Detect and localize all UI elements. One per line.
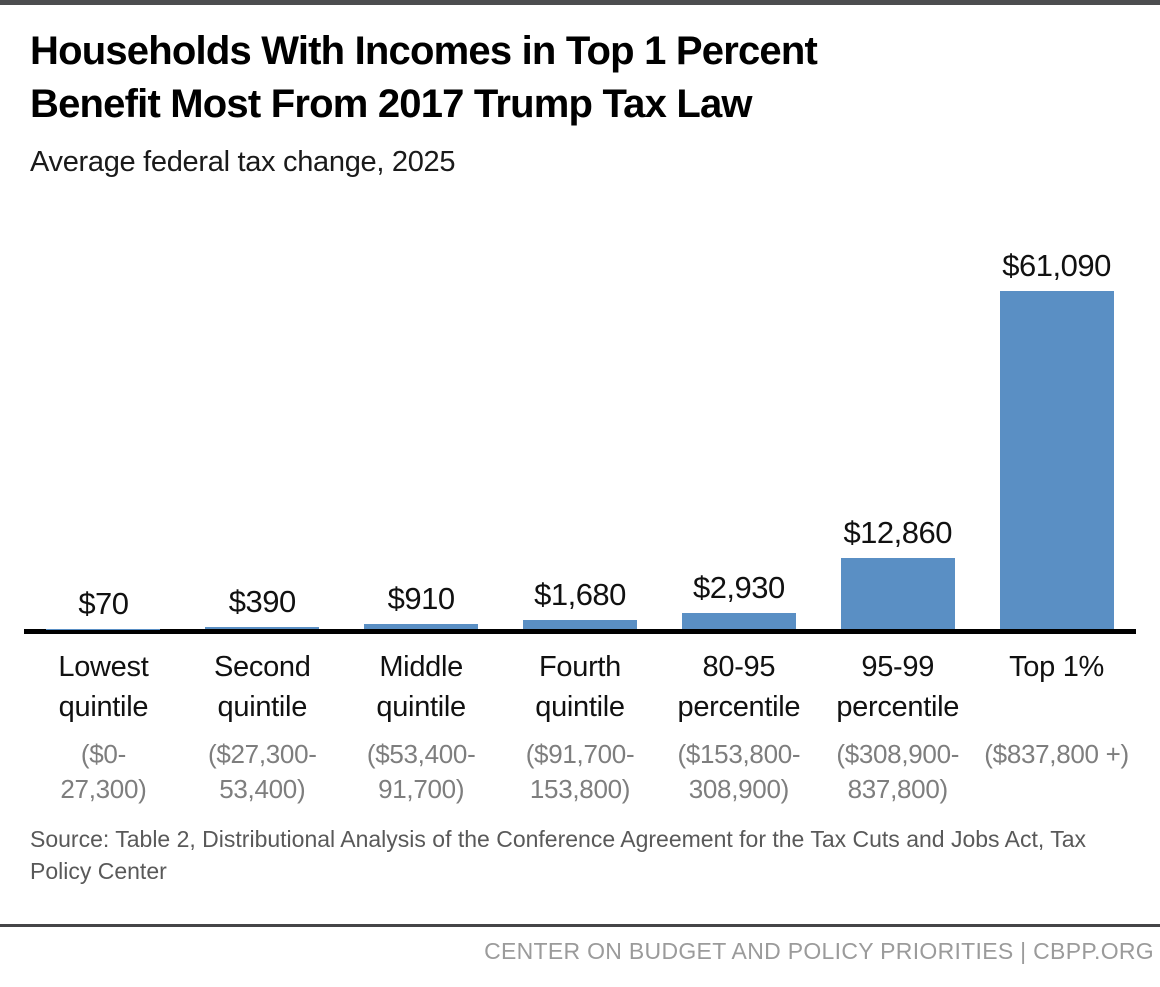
category-label-line1: 95-99 [861,651,935,684]
bar-value-label: $2,930 [692,570,785,606]
chart-column: $390 [183,584,342,630]
axis-label-column: Top 1% ($837,800 +) [977,634,1136,806]
bar-value-label: $70 [78,585,129,621]
axis-label-column: Fourth quintile ($91,700- 153,800) [501,634,660,806]
income-range-line1: ($153,800- [677,739,801,770]
category-label: Lowest quintile [24,647,183,729]
bar [205,627,320,630]
axis-label-column: 95-99 percentile ($308,900- 837,800) [818,634,977,806]
page-title-line2: Benefit Most From 2017 Trump Tax Law [30,82,753,127]
footer-divider [0,923,1160,927]
category-label-line1: Middle [379,651,463,684]
category-label-line2: quintile [376,691,466,724]
income-range-line1: ($0- [80,739,126,770]
category-label: Fourth quintile [501,647,660,729]
footer-branding: CENTER ON BUDGET AND POLICY PRIORITIES |… [484,937,1154,964]
category-label-line2: quintile [217,691,308,724]
income-range-label: ($0- 27,300) [24,737,183,806]
category-label-line2: quintile [58,691,149,724]
category-label: 95-99 percentile [818,647,977,729]
income-range-line2: 27,300) [60,773,147,804]
bar-value-label: $61,090 [1002,248,1111,284]
income-range-line2: 837,800) [847,773,949,804]
category-label: Middle quintile [342,647,501,729]
axis-label-column: Second quintile ($27,300- 53,400) [183,634,342,806]
source-note: Source: Table 2, Distributional Analysis… [30,825,1087,885]
income-range-line1: ($91,700- [525,739,635,770]
bar-value-label: $1,680 [534,577,626,613]
income-range-line2: 153,800) [529,773,631,804]
income-range-label: ($837,800 +) [977,737,1136,772]
chart-subtitle: Average federal tax change, 2025 [30,146,456,179]
bar [523,620,637,630]
income-range-line1: ($837,800 +) [984,739,1129,770]
category-label: Second quintile [183,647,342,729]
chart-column: $1,680 [501,577,660,630]
bar-chart-plot-area: $70 $390 $910 $1,680 $2,930 $12,860 $61,… [24,179,1136,635]
bar [999,291,1114,630]
bar-value-label: $910 [387,581,455,617]
category-label-line1: Second [214,651,311,684]
chart-column: $61,090 [977,248,1136,630]
axis-label-column: Lowest quintile ($0- 27,300) [24,634,183,806]
income-range-line1: ($308,900- [836,739,960,770]
header: Households With Incomes in Top 1 Percent… [0,5,1160,179]
income-range-label: ($91,700- 153,800) [501,737,660,806]
page-title: Households With Incomes in Top 1 Percent… [30,25,1126,131]
chart-column: $910 [342,581,501,630]
income-range-line1: ($53,400- [366,739,476,770]
category-label-line1: Lowest [58,651,149,684]
chart-column: $70 [24,585,183,630]
axis-label-column: 80-95 percentile ($153,800- 308,900) [659,634,818,806]
x-axis-labels: Lowest quintile ($0- 27,300) Second quin… [24,634,1136,806]
income-range-label: ($53,400- 91,700) [342,737,501,806]
bar [840,558,955,630]
category-label-line1: Top 1% [1009,651,1105,684]
category-label: Top 1% [977,647,1136,729]
income-range-line2: 308,900) [688,773,790,804]
axis-label-column: Middle quintile ($53,400- 91,700) [342,634,501,806]
income-range-line2: 91,700) [378,773,465,804]
category-label-line2: percentile [677,691,801,724]
bar [364,624,479,630]
income-range-line1: ($27,300- [207,739,317,770]
income-range-label: ($308,900- 837,800) [818,737,977,806]
bar [681,613,796,630]
income-range-label: ($27,300- 53,400) [183,737,342,806]
category-label-line2: percentile [836,691,960,724]
category-label-line2: quintile [535,691,625,724]
income-range-line2: 53,400) [219,773,306,804]
top-rule [0,0,1160,5]
category-label-line1: Fourth [539,651,622,684]
chart-column: $2,930 [659,570,818,630]
bar-value-label: $390 [228,584,296,620]
income-range-label: ($153,800- 308,900) [659,737,818,806]
chart-column: $12,860 [818,515,977,630]
category-label-line1: 80-95 [702,651,776,684]
category-label: 80-95 percentile [659,647,818,729]
bar-value-label: $12,860 [843,515,952,551]
page-title-line1: Households With Incomes in Top 1 Percent [30,29,818,73]
